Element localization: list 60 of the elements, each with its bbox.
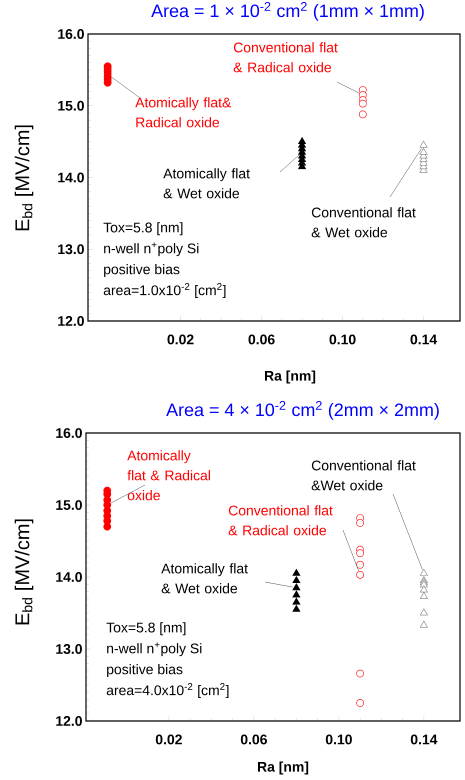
point [420, 592, 428, 599]
point [292, 604, 300, 612]
y-tick-label: 15.0 [56, 500, 82, 510]
x-tick-label: 0.10 [330, 334, 356, 344]
y-tick-label: 16.0 [56, 428, 82, 438]
point [356, 570, 364, 579]
point [358, 100, 367, 108]
y-tick-label: 16.0 [58, 29, 84, 39]
y-axis-title: E$_{bd}$ [MV/cm] [14, 519, 34, 624]
series-label: Conventional flat & Radical oxide [234, 42, 338, 72]
y-axis-title: E$_{bd}$ [MV/cm] [14, 125, 34, 230]
annotation: n-well n$^{+}$poly Si [107, 642, 202, 656]
annotation: n-well n$^{+}$poly Si [104, 242, 198, 256]
y-tick-label: 14.0 [56, 572, 82, 582]
x-tick-label: 0.06 [240, 734, 267, 744]
annotation: positive bias [107, 664, 182, 678]
text: Conventional flat &Wet oxide [312, 460, 416, 490]
point [298, 137, 306, 144]
x-axis-title: Ra [nm] [264, 370, 316, 384]
annotation: area=1.0x10$^{-2}$ [cm$^{2}$] [104, 283, 226, 298]
series-label: Atomically flat& Radical oxide [135, 97, 232, 128]
y-tick-label: 13.0 [56, 644, 82, 654]
text: Atomically flat & Wet oxide [161, 563, 248, 594]
y-tick-label: 12.0 [56, 716, 82, 726]
point [356, 560, 364, 569]
point [420, 140, 428, 148]
x-tick-label: 0.06 [248, 334, 275, 344]
point [292, 576, 300, 584]
x-tick-label: 0.14 [410, 734, 438, 744]
annotation: area=4.0x10$^{-2}$ [cm$^{2}$] [106, 683, 228, 698]
point [356, 519, 364, 527]
point [420, 585, 428, 592]
point [292, 598, 300, 605]
point [356, 549, 364, 558]
point [292, 590, 300, 598]
chart-title: Area = 4 × 10$^{-2}$ cm$^{2}$ (2mm × 2mm) [166, 400, 439, 420]
point [420, 568, 428, 576]
text: Atomically flat & Wet oxide [163, 168, 250, 198]
series-label: Atomically flat & Radical oxide [127, 450, 210, 500]
annotation: positive bias [104, 264, 180, 278]
x-tick-label: 0.10 [326, 734, 352, 744]
chart-title: Area = 1 × 10$^{-2}$ cm$^{2}$ (1mm × 1mm) [151, 2, 424, 21]
annotation: Tox=5.8 [nm] [106, 622, 186, 636]
series-label: Conventional flat & Radical oxide [228, 505, 333, 536]
y-tick-label: 15.0 [58, 100, 84, 111]
point [358, 110, 367, 118]
point [420, 608, 428, 616]
point [420, 148, 428, 155]
point [292, 568, 300, 576]
x-tick-label: 0.02 [156, 734, 182, 744]
x-axis-title: Ra [nm] [258, 762, 308, 775]
y-tick-label: 12.0 [58, 316, 84, 326]
y-tick-label: 13.0 [58, 244, 84, 254]
y-tick-label: 14.0 [58, 172, 84, 182]
text: Conventional flat & Wet oxide [312, 207, 416, 238]
x-tick-label: 0.02 [168, 334, 194, 344]
x-tick-label: 0.14 [410, 334, 438, 344]
point [420, 620, 428, 628]
annotation: Tox=5.8 [nm] [104, 222, 182, 236]
point [292, 583, 300, 590]
